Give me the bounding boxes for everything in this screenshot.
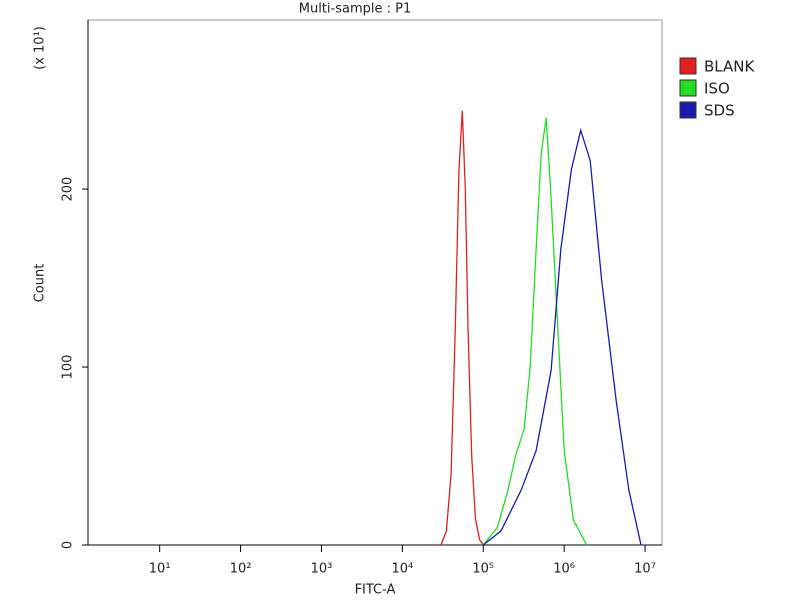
series-line xyxy=(482,127,642,546)
y-multiplier: (x 10¹) xyxy=(33,26,48,70)
legend-label: SDS xyxy=(704,102,735,120)
x-tick-label: 10⁷ xyxy=(634,562,656,577)
legend-swatch xyxy=(679,79,697,97)
legend-swatch xyxy=(679,57,697,75)
legend-label: BLANK xyxy=(704,58,755,76)
x-tick-label: 10³ xyxy=(311,562,333,577)
y-tick-label: 0 xyxy=(61,541,76,549)
y-axis-label: Count xyxy=(33,264,48,303)
series-line xyxy=(440,110,484,546)
x-tick-label: 10¹ xyxy=(149,562,171,577)
y-tick-label: 200 xyxy=(61,177,76,202)
y-tick-label: 100 xyxy=(61,355,76,380)
x-tick-label: 10² xyxy=(230,562,252,577)
plot-frame xyxy=(87,19,663,546)
x-axis-label: FITC-A xyxy=(355,583,396,598)
x-tick-label: 10⁶ xyxy=(553,562,575,577)
chart-title: Multi-sample : P1 xyxy=(299,2,412,17)
x-tick-label: 10⁵ xyxy=(472,562,494,577)
legend-swatch xyxy=(679,101,697,119)
series-line xyxy=(482,117,588,546)
legend-label: ISO xyxy=(704,80,730,98)
x-tick-label: 10⁴ xyxy=(391,562,413,577)
